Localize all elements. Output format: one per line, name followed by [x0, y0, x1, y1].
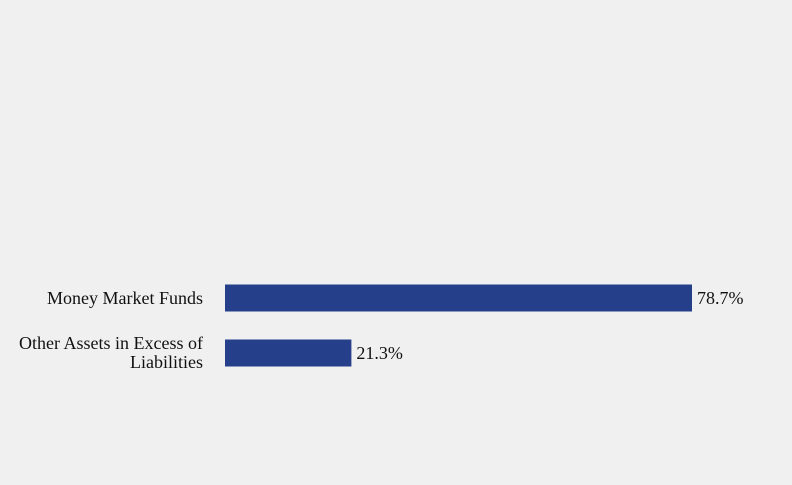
bar-2	[225, 339, 352, 367]
value-label-2: 21.3%	[356, 343, 403, 363]
bar-1	[225, 284, 692, 312]
category-label-1: Money Market Funds	[47, 287, 203, 308]
value-label-1: 78.7%	[697, 288, 744, 308]
category-label-2: Other Assets in Excess of Liabilities	[19, 333, 203, 372]
